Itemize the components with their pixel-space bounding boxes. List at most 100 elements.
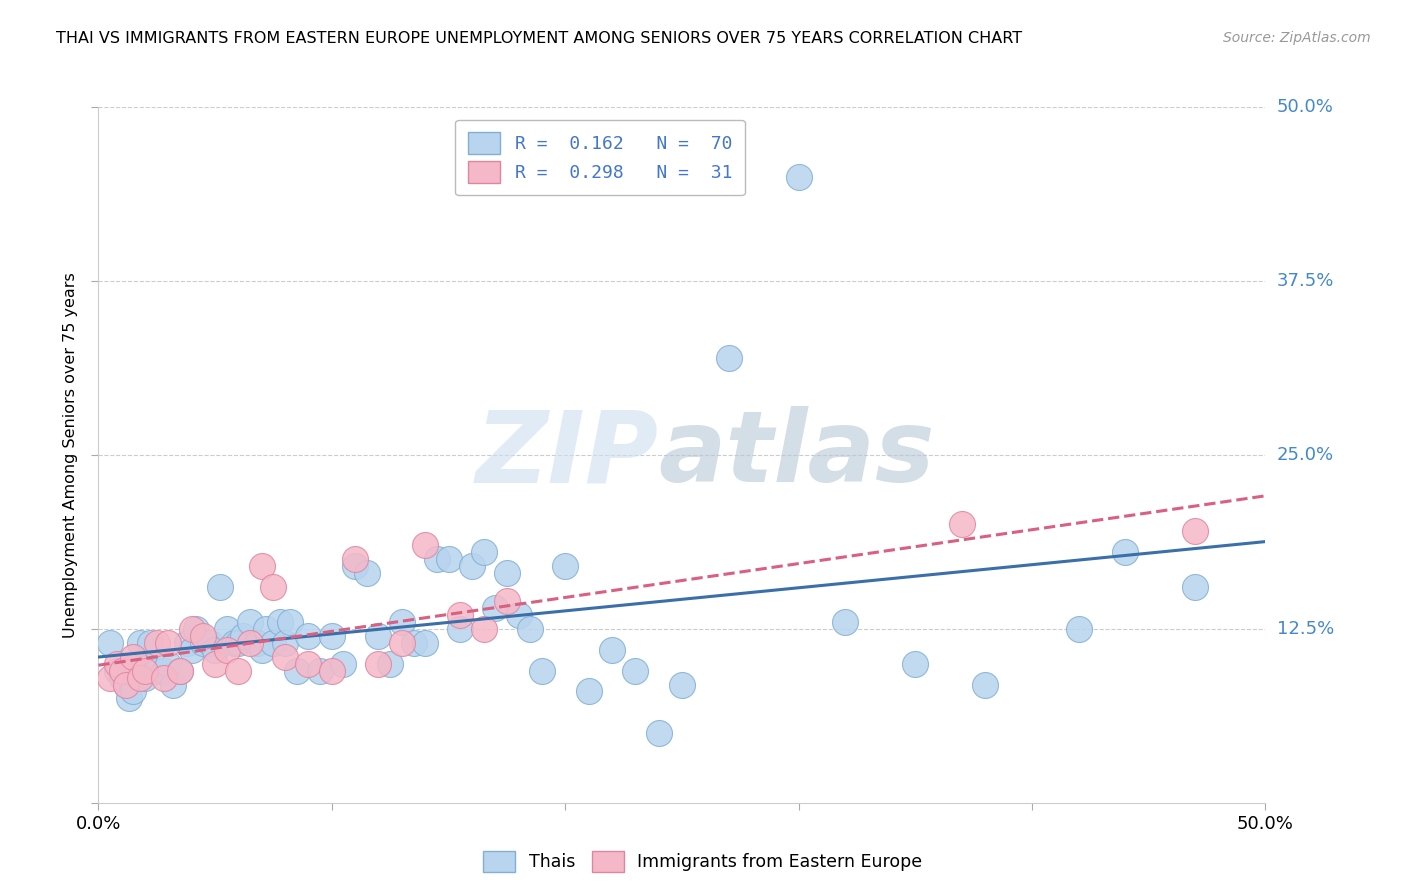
Point <box>176 636 198 650</box>
Point <box>256 622 278 636</box>
Point <box>115 677 138 691</box>
Point <box>508 607 530 622</box>
Point <box>228 664 250 678</box>
Point <box>834 615 856 629</box>
Point <box>1184 580 1206 594</box>
Point <box>332 657 354 671</box>
Point <box>186 622 208 636</box>
Point <box>285 664 308 678</box>
Point <box>105 657 128 671</box>
Point <box>157 636 180 650</box>
Point <box>118 691 141 706</box>
Text: 12.5%: 12.5% <box>1277 620 1334 638</box>
Point <box>974 677 997 691</box>
Point <box>402 636 425 650</box>
Y-axis label: Unemployment Among Seniors over 75 years: Unemployment Among Seniors over 75 years <box>63 272 79 638</box>
Point <box>367 629 389 643</box>
Point <box>250 559 273 574</box>
Point <box>146 664 169 678</box>
Point <box>228 636 250 650</box>
Point <box>391 636 413 650</box>
Legend: Thais, Immigrants from Eastern Europe: Thais, Immigrants from Eastern Europe <box>477 844 929 879</box>
Point <box>278 615 301 629</box>
Point <box>950 517 973 532</box>
Point <box>134 664 156 678</box>
Point <box>321 629 343 643</box>
Point <box>152 671 174 685</box>
Point <box>262 580 284 594</box>
Point <box>125 657 148 671</box>
Point <box>413 538 436 552</box>
Point <box>98 636 121 650</box>
Point <box>437 552 460 566</box>
Point <box>449 622 471 636</box>
Point <box>98 671 121 685</box>
Point <box>152 664 174 678</box>
Point <box>215 642 238 657</box>
Point <box>222 636 245 650</box>
Point <box>578 684 600 698</box>
Point <box>519 622 541 636</box>
Text: Source: ZipAtlas.com: Source: ZipAtlas.com <box>1223 31 1371 45</box>
Point <box>129 671 152 685</box>
Text: 25.0%: 25.0% <box>1277 446 1334 464</box>
Point <box>204 657 226 671</box>
Point <box>115 677 138 691</box>
Point <box>180 622 202 636</box>
Point <box>274 649 297 664</box>
Point <box>269 615 291 629</box>
Text: ZIP: ZIP <box>475 407 658 503</box>
Point <box>426 552 449 566</box>
Point <box>232 629 254 643</box>
Point <box>461 559 484 574</box>
Point <box>204 642 226 657</box>
Text: 37.5%: 37.5% <box>1277 272 1334 290</box>
Point <box>134 671 156 685</box>
Point <box>787 169 810 184</box>
Point <box>1184 524 1206 539</box>
Text: 50.0%: 50.0% <box>1277 98 1333 116</box>
Point <box>671 677 693 691</box>
Point <box>139 636 162 650</box>
Point <box>105 664 128 678</box>
Point <box>129 636 152 650</box>
Point <box>472 622 495 636</box>
Legend: R =  0.162   N =  70, R =  0.298   N =  31: R = 0.162 N = 70, R = 0.298 N = 31 <box>456 120 745 195</box>
Point <box>169 664 191 678</box>
Point <box>146 636 169 650</box>
Point <box>495 594 517 608</box>
Point <box>1114 545 1136 559</box>
Point <box>647 726 669 740</box>
Point <box>208 580 231 594</box>
Point <box>600 642 623 657</box>
Point <box>367 657 389 671</box>
Point <box>162 677 184 691</box>
Point <box>239 615 262 629</box>
Point <box>157 657 180 671</box>
Point <box>717 351 740 365</box>
Point <box>378 657 402 671</box>
Point <box>169 664 191 678</box>
Point <box>624 664 647 678</box>
Point <box>180 642 202 657</box>
Point <box>274 636 297 650</box>
Point <box>200 636 222 650</box>
Point <box>344 559 367 574</box>
Point <box>250 642 273 657</box>
Point <box>193 636 215 650</box>
Point <box>554 559 576 574</box>
Text: atlas: atlas <box>658 407 935 503</box>
Point <box>904 657 927 671</box>
Point <box>193 629 215 643</box>
Point <box>215 622 238 636</box>
Point <box>413 636 436 650</box>
Point <box>309 664 332 678</box>
Point <box>246 636 269 650</box>
Point <box>1067 622 1090 636</box>
Point <box>297 629 319 643</box>
Point <box>449 607 471 622</box>
Point <box>321 664 343 678</box>
Point <box>344 552 367 566</box>
Point <box>262 636 284 650</box>
Point <box>111 671 134 685</box>
